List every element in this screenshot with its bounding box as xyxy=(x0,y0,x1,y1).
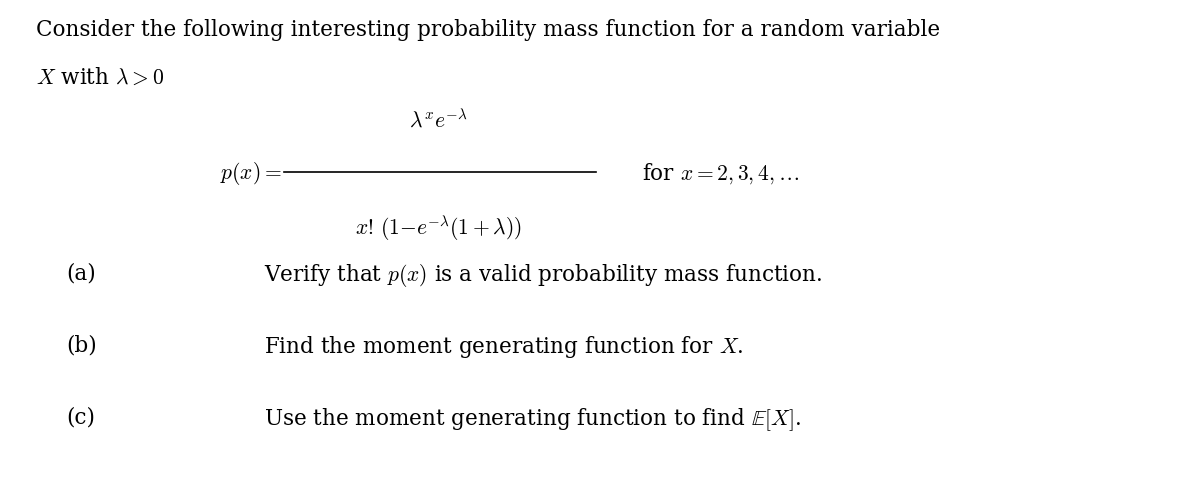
Text: $\lambda^x e^{-\lambda}$: $\lambda^x e^{-\lambda}$ xyxy=(409,109,467,132)
Text: Verify that $p(x)$ is a valid probability mass function.: Verify that $p(x)$ is a valid probabilit… xyxy=(264,262,822,288)
Text: Find the moment generating function for $X$.: Find the moment generating function for … xyxy=(264,334,744,360)
Text: $X$ with $\lambda > 0$: $X$ with $\lambda > 0$ xyxy=(36,67,164,89)
Text: $x!\,(1{-}e^{-\lambda}(1 + \lambda))$: $x!\,(1{-}e^{-\lambda}(1 + \lambda))$ xyxy=(354,214,522,243)
Text: $p(x) =$: $p(x) =$ xyxy=(220,159,282,186)
Text: Use the moment generating function to find $\mathbb{E}[X]$.: Use the moment generating function to fi… xyxy=(264,406,802,432)
Text: (c): (c) xyxy=(66,406,95,428)
Text: (a): (a) xyxy=(66,262,96,284)
Text: Consider the following interesting probability mass function for a random variab: Consider the following interesting proba… xyxy=(36,19,940,41)
Text: (b): (b) xyxy=(66,334,97,356)
Text: for $x = 2, 3, 4, \ldots$: for $x = 2, 3, 4, \ldots$ xyxy=(642,160,799,185)
